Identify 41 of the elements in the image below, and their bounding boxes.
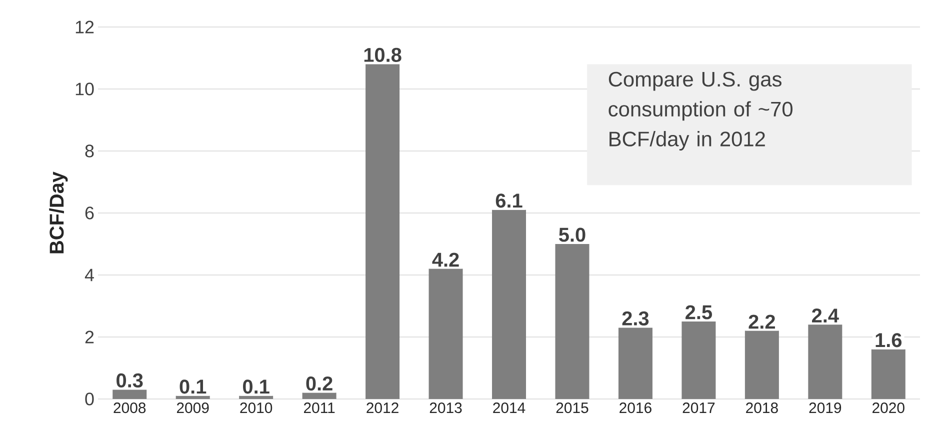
x-tick-label: 2017 (682, 402, 715, 414)
x-tick-label: 2009 (176, 402, 209, 414)
x-tick-label: 2010 (240, 402, 272, 414)
data-label: 2.2 (748, 314, 775, 329)
annotation: Compare U.S. gas consumption of ~70 BCF/day in 2012 (608, 72, 792, 151)
x-tick-label: 2008 (114, 402, 146, 414)
data-label: 0.3 (116, 373, 143, 388)
x-tick-label: 2012 (366, 402, 398, 414)
bar (239, 396, 274, 399)
data-label: 10.8 (364, 48, 402, 62)
bar (744, 330, 779, 399)
y-tick-label: 6 (85, 206, 94, 220)
x-tick-label: 2011 (304, 402, 335, 414)
y-tick-label: 4 (84, 268, 94, 282)
x-tick-label: 2019 (809, 402, 842, 414)
data-label: 2.3 (622, 311, 649, 326)
x-tick-label: 2016 (620, 402, 652, 414)
y-tick-label: 0 (85, 392, 94, 406)
y-axis-title: BCF/Day (49, 172, 68, 254)
x-tick-label: 2018 (746, 402, 778, 414)
x-tick-label: 2013 (430, 402, 462, 414)
y-tick-label: 12 (76, 20, 94, 34)
y-tick-label: 2 (85, 330, 94, 344)
x-tick-label: 2014 (493, 402, 526, 414)
data-label: 2.4 (812, 308, 839, 322)
bar (428, 268, 463, 399)
data-label: 5.0 (558, 228, 586, 242)
data-label: 6.1 (496, 194, 522, 208)
data-label: 0.1 (180, 380, 206, 394)
x-tick-label: 2020 (872, 402, 904, 414)
bar (492, 210, 526, 399)
data-label: 4.2 (432, 252, 459, 267)
data-label: 0.1 (243, 380, 270, 394)
bar (302, 392, 336, 399)
data-label: 0.2 (306, 376, 332, 391)
bar (176, 396, 210, 399)
y-tick-label: 10 (76, 82, 94, 96)
y-tick-label: 8 (85, 144, 94, 158)
x-tick-label: 2015 (556, 402, 588, 414)
data-label: 2.5 (686, 305, 712, 320)
data-label: 1.6 (876, 333, 902, 348)
